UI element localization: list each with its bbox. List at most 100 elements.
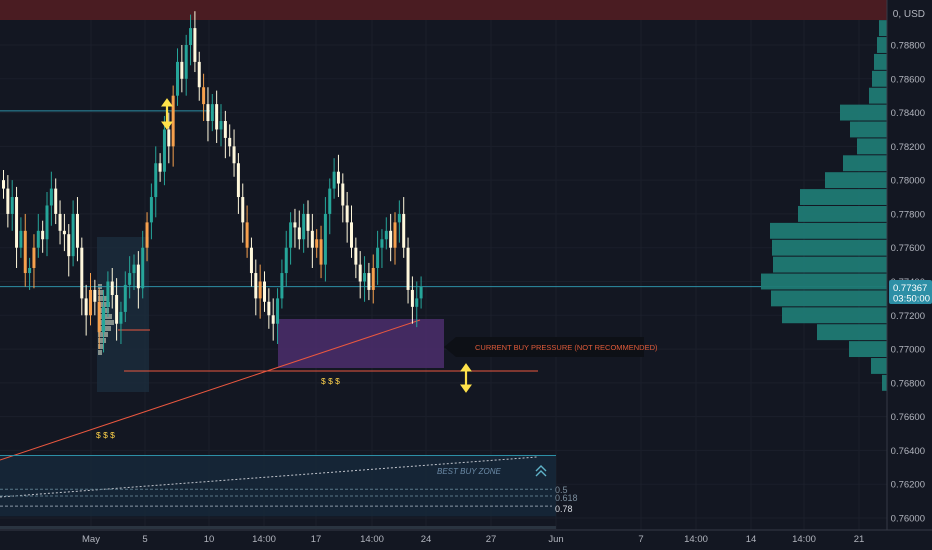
volume-profile-bar [771,290,887,307]
y-tick-label: 0.77000 [891,345,925,356]
candles [2,11,423,353]
candle-body [180,61,184,79]
candle-body [36,230,40,248]
candle-body [110,281,114,296]
candle-body [380,239,384,248]
y-tick-label: 0.78400 [891,108,925,119]
candle-body [202,87,206,105]
callout-text: CURRENT BUY PRESSURE (NOT RECOMMENDED) [475,343,658,352]
candle-body [89,289,92,316]
candle-body [19,230,23,248]
candle-body [132,264,136,274]
current-price-tag: 0.77367 03:50:00 [889,280,932,305]
candle-body [136,264,140,289]
candle-body [84,298,88,316]
lines [0,110,887,507]
fib-label-0-618: 0.618 [555,493,578,503]
candle-body [258,281,262,299]
candle-body [206,104,210,122]
candle-body [367,273,371,290]
candle-body [397,213,401,223]
zones [0,237,556,529]
candle-body [162,129,166,172]
volume-profile-bar [798,205,887,222]
candle-body [210,104,214,122]
candle-body [141,247,145,289]
candle-body [345,205,349,223]
candle-body [289,222,293,248]
candle-body [332,171,336,189]
best-buy-zone-label: BEST BUY ZONE [437,467,502,476]
candle-body [115,295,119,324]
candle-body [176,61,179,96]
candle-body [415,298,419,307]
top-resistance-band [0,0,887,20]
volume-profile [761,20,887,391]
y-tick-label: 0.77600 [891,243,925,254]
volume-profile-bar [825,172,887,189]
y-tick-label: 0.78600 [891,74,925,85]
time-axis[interactable]: May 5 10 14:00 17 14:00 24 27 Jun 7 14:00 14 14:00 21 [0,529,932,545]
volume-profile-bar [782,307,887,324]
price-axis[interactable]: 0.78800 0.78600 0.78400 0.78200 0.78000 0.778… [886,0,932,530]
fib-label-0-78: 0.78 [555,504,573,514]
candle-body [41,230,45,240]
x-tick-label: Jun [548,534,563,545]
candle-body [2,180,5,189]
mini-volume-bar [98,350,102,355]
y-tick-label: 0.76600 [891,412,925,423]
candle-body [223,121,227,138]
y-tick-label: 0.78200 [891,142,925,153]
x-tick-label: 14:00 [792,534,816,545]
candle-body [215,104,219,130]
mini-volume-bar [98,296,107,301]
candle-body [219,121,223,130]
candle-body [49,188,53,206]
candle-body [402,213,406,248]
candle-body [149,197,153,223]
mini-volume-bar [98,290,104,295]
candle-body [393,222,397,248]
candle-body [419,286,423,299]
volume-profile-bar [882,374,887,391]
candle-body [97,301,101,333]
mini-volume-bar [98,344,104,349]
candle-body [54,188,58,214]
candle-body [228,137,232,147]
candle-body [80,247,84,299]
candle-body [189,28,193,45]
y-tick-label: 0.76200 [891,480,925,491]
y-tick-label: 0.77200 [891,311,925,322]
buy-pressure-callout: CURRENT BUY PRESSURE (NOT RECOMMENDED) [444,337,658,357]
trendline [0,319,421,461]
y-tick-label: 0.77800 [891,209,925,220]
candle-body [236,163,240,198]
candle-body [284,247,288,274]
x-tick-label: 10 [204,534,215,545]
candle-body [263,281,266,302]
candle-body [306,213,310,231]
volume-profile-bar [817,324,887,341]
mini-volume-bar [98,338,106,343]
double-arrow-icon [460,363,472,393]
candle-body [354,247,358,265]
candle-body [28,267,32,274]
volume-profile-bar [770,222,887,239]
x-tick-label: 5 [142,534,147,545]
volume-profile-bar [843,155,887,172]
candle-body [410,289,414,307]
currency-label: 0, USD [893,9,925,20]
candle-body [184,45,188,79]
volume-profile-bar [772,239,887,256]
candle-body [363,273,367,282]
candle-body [376,247,380,268]
x-tick-label: 27 [486,534,497,545]
countdown-value: 03:50:00 [893,294,930,305]
candle-body [106,281,110,307]
candle-body [93,289,97,302]
candle-body [276,298,280,324]
candle-body [67,234,71,257]
double-arrow-icon [161,98,173,130]
y-tick-label: 0.76000 [891,514,925,525]
